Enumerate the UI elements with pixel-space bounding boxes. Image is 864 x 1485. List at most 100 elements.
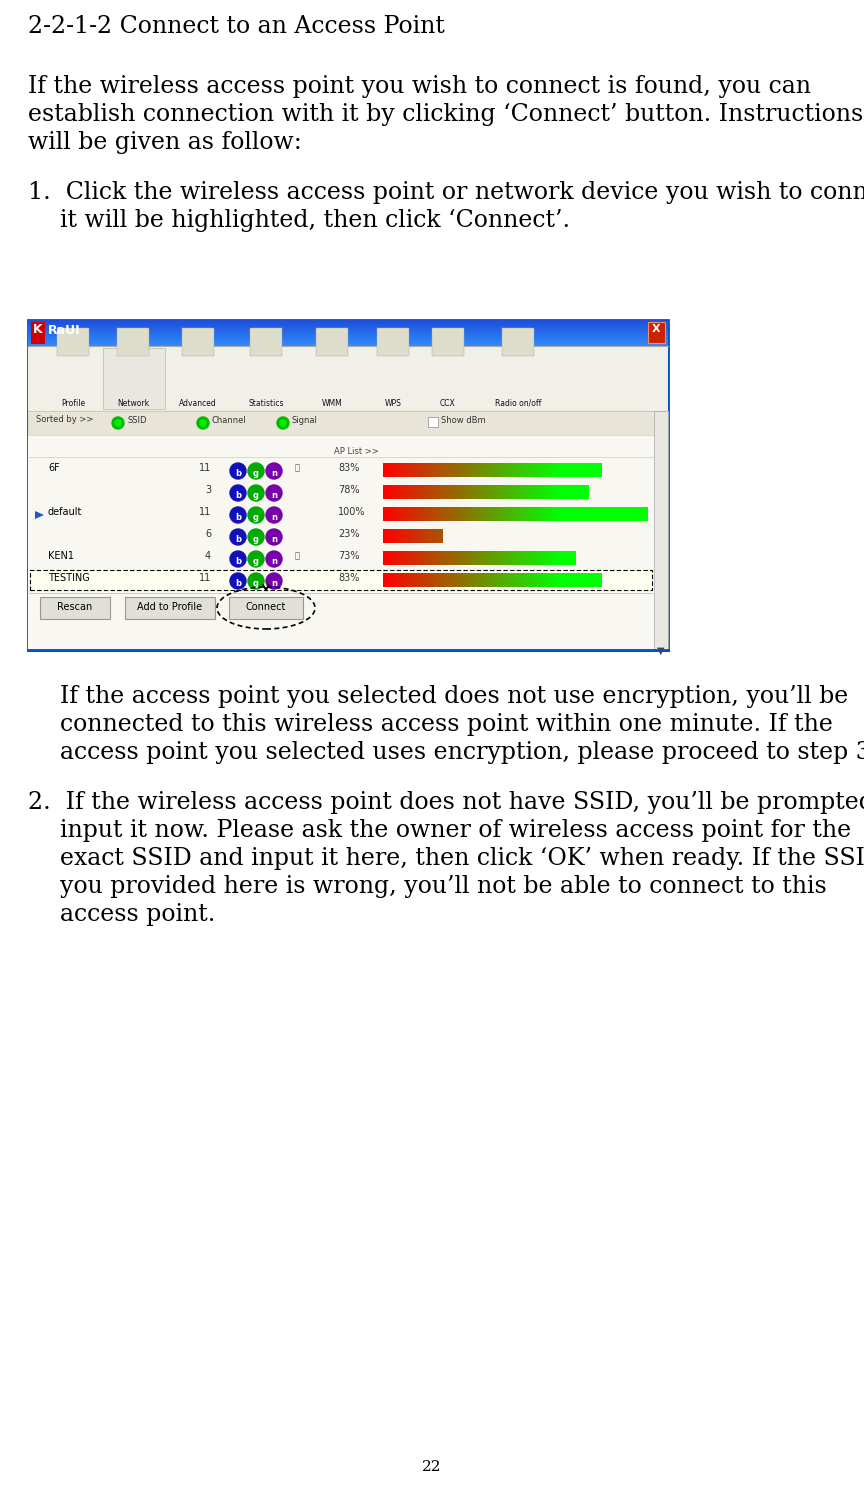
Bar [508, 463, 509, 477]
Bar [433, 551, 434, 564]
Bar [428, 417, 438, 428]
Bar [564, 506, 565, 521]
Bar [613, 506, 614, 521]
Bar [517, 463, 518, 477]
Bar [464, 486, 465, 499]
Bar [555, 551, 556, 564]
Bar [583, 573, 584, 587]
Bar [442, 486, 443, 499]
Bar [405, 486, 406, 499]
Bar [516, 551, 517, 564]
Bar [229, 597, 303, 619]
Bar [571, 506, 572, 521]
Bar [548, 463, 549, 477]
Bar [591, 463, 592, 477]
Bar [439, 506, 440, 521]
Bar [436, 573, 437, 587]
Bar [28, 319, 668, 650]
Bar [420, 463, 421, 477]
Bar [636, 506, 637, 521]
Text: g: g [253, 492, 259, 500]
Bar [405, 463, 406, 477]
Bar [535, 506, 536, 521]
Bar [541, 486, 542, 499]
Bar [596, 573, 597, 587]
Bar [515, 463, 516, 477]
Bar [509, 573, 510, 587]
Bar [561, 506, 562, 521]
Bar [444, 573, 445, 587]
Bar [551, 463, 552, 477]
Bar [421, 551, 422, 564]
Bar [512, 486, 513, 499]
Bar [410, 573, 411, 587]
Bar [421, 573, 422, 587]
Bar [484, 551, 485, 564]
Bar [422, 506, 423, 521]
Bar [389, 486, 390, 499]
Text: 4: 4 [205, 551, 211, 561]
Bar [551, 506, 552, 521]
Bar [644, 506, 645, 521]
Bar [597, 506, 598, 521]
Bar [438, 551, 439, 564]
Bar [520, 573, 521, 587]
Bar [529, 463, 530, 477]
Bar [574, 573, 575, 587]
Text: n: n [271, 512, 277, 523]
Bar [502, 506, 503, 521]
Bar [397, 551, 398, 564]
Bar [408, 551, 409, 564]
Bar [28, 411, 668, 650]
Bar [497, 573, 498, 587]
Bar [585, 573, 586, 587]
Bar [515, 506, 516, 521]
Bar [582, 486, 583, 499]
Bar [385, 486, 386, 499]
Bar [440, 486, 441, 499]
Bar [474, 573, 475, 587]
Bar [539, 506, 540, 521]
Bar [449, 573, 450, 587]
Bar [394, 463, 395, 477]
Bar [401, 529, 402, 544]
Bar [447, 551, 448, 564]
Bar [564, 486, 565, 499]
Bar [553, 573, 554, 587]
Bar [411, 529, 412, 544]
Bar [504, 573, 505, 587]
Bar [621, 506, 622, 521]
Bar [573, 463, 574, 477]
Bar [568, 506, 569, 521]
Bar [462, 551, 463, 564]
Bar [550, 573, 551, 587]
Bar [572, 463, 573, 477]
Bar [510, 506, 511, 521]
Bar [527, 463, 528, 477]
Bar [316, 328, 348, 356]
Bar [476, 506, 477, 521]
Bar [587, 506, 588, 521]
Bar [447, 486, 448, 499]
Bar [431, 506, 432, 521]
Bar [419, 463, 420, 477]
Bar [516, 506, 517, 521]
Bar [387, 486, 388, 499]
Bar [496, 463, 497, 477]
Bar [423, 529, 424, 544]
Bar [461, 551, 462, 564]
Bar [460, 573, 461, 587]
Bar [428, 573, 429, 587]
Text: n: n [271, 469, 277, 478]
Bar [495, 506, 496, 521]
Bar [545, 573, 546, 587]
Text: 11: 11 [199, 463, 211, 474]
Bar [521, 463, 522, 477]
Bar [494, 551, 495, 564]
Bar [599, 573, 600, 587]
Bar [569, 486, 570, 499]
Text: If the wireless access point you wish to connect is found, you can: If the wireless access point you wish to… [28, 76, 811, 98]
Bar [436, 463, 437, 477]
Bar [433, 463, 434, 477]
Bar [539, 463, 540, 477]
